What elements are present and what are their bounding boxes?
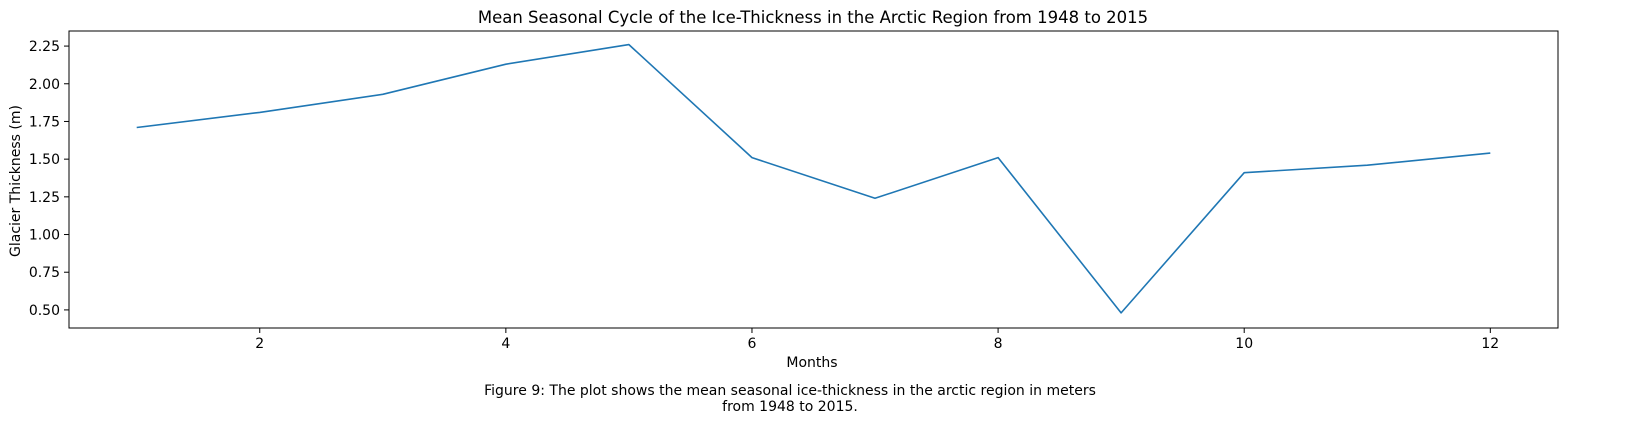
figure-caption-line-2: from 1948 to 2015.	[722, 399, 858, 415]
y-tick-label: 1.25	[29, 190, 60, 206]
x-tick-label: 2	[255, 336, 264, 352]
series-line	[136, 43, 1491, 314]
y-tick-label: 0.50	[29, 303, 60, 319]
y-tick-label: 1.50	[29, 152, 60, 168]
x-axis-label: Months	[786, 355, 837, 371]
x-tick-label: 6	[748, 336, 757, 352]
y-tick-label: 2.00	[29, 77, 60, 93]
y-tick-label: 1.75	[29, 114, 60, 130]
x-tick-label: 4	[501, 336, 510, 352]
y-axis-label: Glacier Thickness (m)	[8, 105, 24, 257]
plot-frame	[68, 30, 1559, 329]
y-tick-label: 0.75	[29, 265, 60, 281]
plot-area: 2 4 6 8 10 12 0.50 0.75 1.00 1.25 1.50 1.75 2.00 2.25	[29, 30, 1559, 352]
x-tick-label: 12	[1481, 336, 1499, 352]
chart-title: Mean Seasonal Cycle of the Ice-Thickness…	[478, 8, 1148, 27]
x-tick-label: 10	[1235, 336, 1253, 352]
x-tick-label: 8	[994, 336, 1003, 352]
figure-caption-line-1: Figure 9: The plot shows the mean season…	[484, 383, 1096, 399]
y-tick-label: 2.25	[29, 39, 60, 55]
y-tick-label: 1.00	[29, 228, 60, 244]
